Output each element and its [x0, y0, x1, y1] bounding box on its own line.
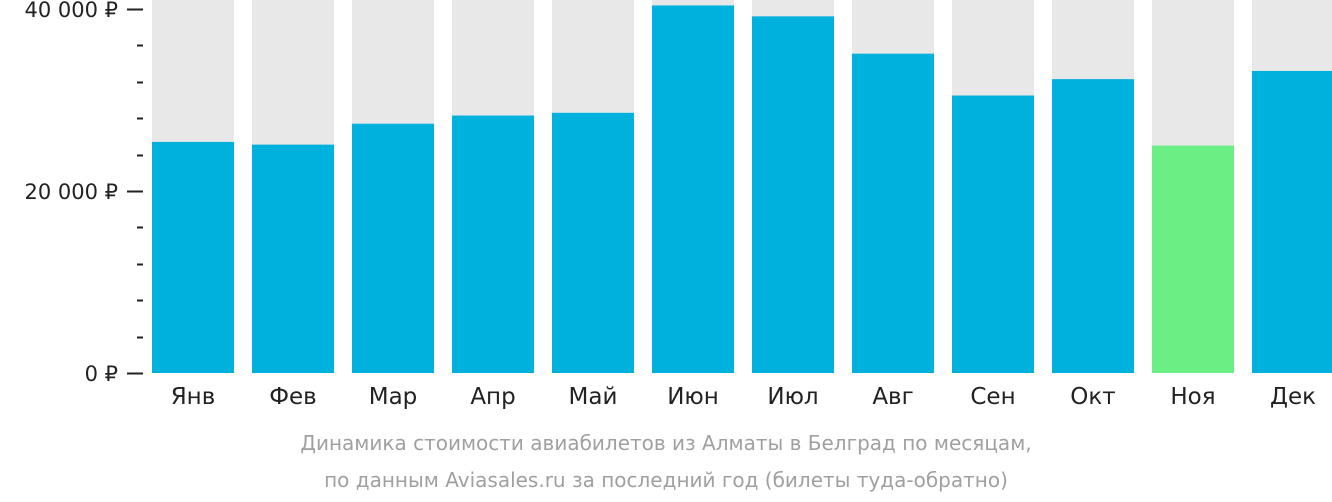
x-tick-label-month-5: Май [569, 384, 618, 410]
bar-month-9[interactable] [952, 95, 1034, 374]
bar-month-3[interactable] [352, 123, 434, 373]
bar-month-1[interactable] [152, 141, 234, 373]
y-axis: 0 ₽ 20 000 ₽ 40 000 ₽ [24, 0, 143, 386]
bar-month-8[interactable] [852, 53, 934, 374]
bar-month-7[interactable] [752, 16, 834, 373]
x-tick-label-month-4: Апр [470, 384, 515, 410]
x-axis: Янв Фев Мар Апр Май Июн Июл Авг Сен Окт Ноя Дек [171, 384, 1316, 410]
bar-month-11[interactable] [1152, 145, 1234, 373]
bar-month-5[interactable] [552, 112, 634, 373]
bar-month-10[interactable] [1052, 79, 1134, 374]
x-tick-label-month-12: Дек [1270, 384, 1316, 410]
bar-month-12[interactable] [1252, 70, 1332, 374]
x-tick-label-month-6: Июн [667, 384, 719, 410]
x-tick-label-month-2: Фев [269, 384, 317, 410]
bar-month-6[interactable] [652, 5, 734, 374]
x-tick-label-month-8: Авг [872, 384, 913, 410]
y-tick-label: 0 ₽ [85, 362, 118, 386]
chart-caption-line-2: по данным Aviasales.ru за последний год … [324, 468, 1008, 492]
x-tick-label-month-9: Сен [970, 384, 1015, 410]
x-tick-label-month-3: Мар [369, 384, 418, 410]
price-chart: 0 ₽ 20 000 ₽ 40 000 ₽ Янв Фев Мар Апр Май Июн Ию… [24, 0, 1332, 410]
x-tick-label-month-1: Янв [171, 384, 216, 410]
x-tick-label-month-10: Окт [1070, 384, 1115, 410]
bars [152, 0, 1332, 374]
bar-month-2[interactable] [252, 144, 334, 373]
x-tick-label-month-7: Июл [767, 384, 818, 410]
y-tick-label: 20 000 ₽ [24, 180, 118, 204]
chart-caption-line-1: Динамика стоимости авиабилетов из Алматы… [300, 431, 1032, 455]
bar-month-4[interactable] [452, 115, 534, 373]
x-tick-label-month-11: Ноя [1170, 384, 1215, 410]
y-tick-label: 40 000 ₽ [24, 0, 118, 22]
